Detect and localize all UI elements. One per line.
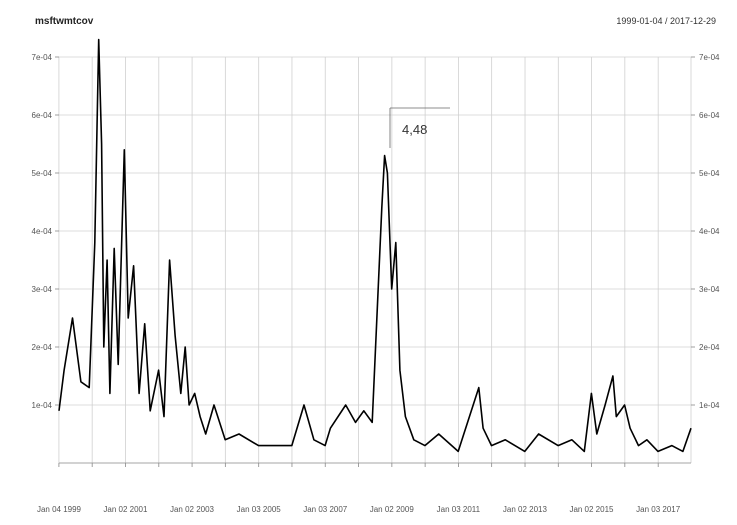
y-tick-label: 6e-04 <box>699 111 720 120</box>
chart-title: msftwmtcov <box>35 16 94 27</box>
y-tick-label: 5e-04 <box>32 169 53 178</box>
x-tick-label: Jan 02 2013 <box>503 505 548 514</box>
grid <box>58 56 692 463</box>
y-tick-label: 5e-04 <box>699 169 720 178</box>
x-tick-label: Jan 02 2015 <box>569 505 614 514</box>
y-tick-label: 4e-04 <box>32 227 53 236</box>
x-tick-label: Jan 03 2005 <box>237 505 282 514</box>
y-tick-label: 7e-04 <box>32 53 53 62</box>
x-axis: Jan 04 1999 Jan 02 2001 Jan 02 2003 Jan 03 … <box>37 462 691 514</box>
annotation-label: 4,48 <box>402 122 427 137</box>
y-tick-label: 2e-04 <box>699 343 720 352</box>
y-tick-label: 1e-04 <box>699 401 720 410</box>
x-tick-label: Jan 02 2001 <box>103 505 148 514</box>
y-tick-label: 7e-04 <box>699 53 720 62</box>
date-range: 1999-01-04 / 2017-12-29 <box>616 16 716 26</box>
y-tick-label: 4e-04 <box>699 227 720 236</box>
y-tick-label: 3e-04 <box>32 285 53 294</box>
y-tick-label: 6e-04 <box>32 111 53 120</box>
y-axis-left: 1e-04 2e-04 3e-04 4e-04 5e-04 6e-04 7e-04 <box>32 53 59 410</box>
annotation-box: 4,48 <box>389 107 450 148</box>
x-tick-label: Jan 03 2017 <box>636 505 681 514</box>
y-tick-label: 1e-04 <box>32 401 53 410</box>
x-tick-label: Jan 03 2007 <box>303 505 348 514</box>
x-tick-label: Jan 04 1999 <box>37 505 82 514</box>
series-line <box>58 38 692 453</box>
x-tick-label: Jan 02 2003 <box>170 505 215 514</box>
y-tick-label: 3e-04 <box>699 285 720 294</box>
x-tick-label: Jan 02 2009 <box>370 505 415 514</box>
y-axis-right: 1e-04 2e-04 3e-04 4e-04 5e-04 6e-04 7e-04 <box>691 53 720 410</box>
y-tick-label: 2e-04 <box>32 343 53 352</box>
x-tick-label: Jan 03 2011 <box>437 505 481 514</box>
